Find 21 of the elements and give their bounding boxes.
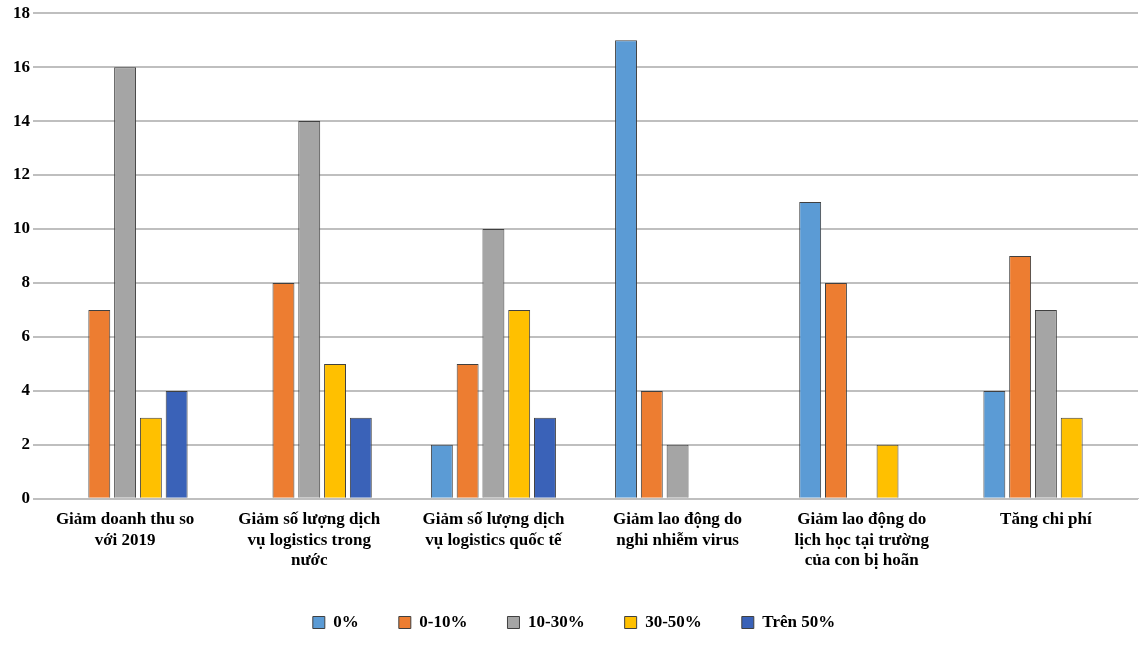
legend-label: Trên 50%: [762, 611, 836, 631]
y-tick-label: 18: [13, 2, 30, 22]
y-tick-label: 2: [21, 434, 30, 454]
y-tick-label: 4: [21, 380, 31, 400]
x-tick-label: Giảm lao động do lịch học tại trường của con bị hoãn: [794, 509, 930, 570]
y-tick-label: 0: [21, 488, 30, 508]
y-tick-label: 12: [13, 164, 30, 184]
y-tick-label: 10: [13, 218, 30, 238]
legend-label: 0-10%: [419, 611, 468, 631]
legend-label: 10-30%: [527, 611, 585, 631]
x-tick-label: Giảm lao động do nghi nhiễm virus: [613, 509, 743, 549]
legend-label: 0%: [333, 611, 359, 631]
y-tick-label: 8: [21, 272, 30, 292]
y-tick-label: 14: [13, 110, 31, 130]
x-tick-label: Giảm số lượng dịch vụ logistics quốc tế: [422, 509, 565, 549]
y-tick-label: 6: [21, 326, 30, 346]
legend-label: 30-50%: [645, 611, 702, 631]
x-tick-label: Tăng chi phí: [1000, 509, 1093, 529]
y-tick-label: 16: [13, 56, 30, 76]
x-tick-label: Giảm số lượng dịch vụ logistics trong nước: [238, 509, 381, 570]
x-tick-label: Giảm doanh thu so với 2019: [55, 509, 195, 549]
